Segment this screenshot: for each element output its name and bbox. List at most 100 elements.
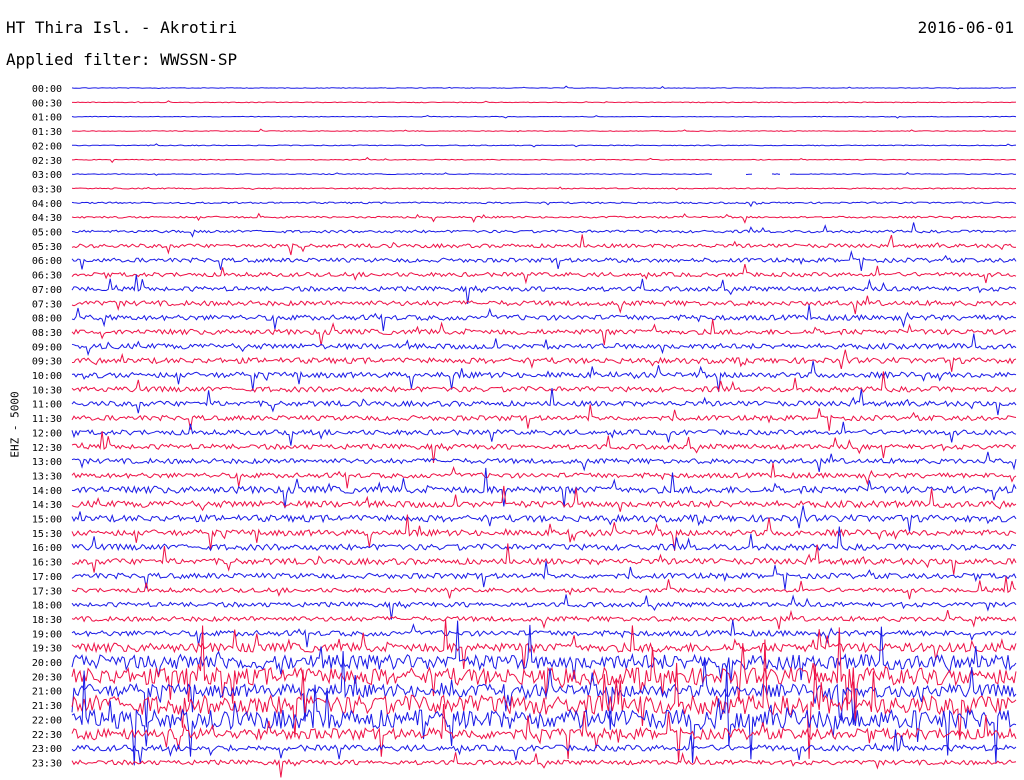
trace-line — [71, 729, 1017, 764]
trace-line — [71, 639, 1017, 759]
trace-line — [71, 609, 1017, 630]
time-tick-label: 03:30 — [32, 184, 62, 195]
time-tick-label: 12:30 — [32, 443, 62, 454]
trace-line — [71, 462, 1017, 489]
trace-line — [71, 349, 1017, 372]
trace-line — [71, 514, 1017, 551]
trace-line — [71, 451, 1017, 473]
data-gap — [780, 171, 790, 178]
trace-line — [72, 143, 1017, 148]
time-tick-label: 20:30 — [32, 672, 62, 683]
time-tick-label: 07:30 — [32, 299, 62, 310]
trace-line — [71, 234, 1017, 256]
time-tick-label: 15:30 — [32, 529, 62, 540]
trace-line — [71, 171, 1017, 176]
time-tick-label: 11:30 — [32, 414, 62, 425]
trace-line — [71, 752, 1017, 778]
filter-label: Applied filter: WWSSN-SP — [6, 50, 238, 69]
time-tick-label: 05:00 — [32, 228, 62, 239]
time-tick-label: 06:30 — [32, 271, 62, 282]
trace-line — [71, 421, 1017, 446]
time-tick-label: 16:00 — [32, 543, 62, 554]
trace-line — [71, 360, 1017, 392]
time-tick-label: 13:00 — [32, 457, 62, 468]
time-tick-label: 11:00 — [32, 400, 62, 411]
trace-line — [71, 319, 1017, 346]
trace-line — [71, 249, 1017, 271]
trace-line — [71, 404, 1017, 431]
time-tick-label: 21:00 — [32, 687, 62, 698]
time-tick-label: 02:30 — [32, 156, 62, 167]
trace-line — [71, 505, 1017, 532]
trace-line — [71, 543, 1017, 575]
time-tick-label: 01:00 — [32, 113, 62, 124]
time-tick-label: 09:30 — [32, 357, 62, 368]
time-tick-label: 20:00 — [32, 658, 62, 669]
time-tick-label: 06:00 — [32, 256, 62, 267]
trace-line — [72, 128, 1017, 133]
trace-line — [71, 619, 1017, 648]
time-tick-label: 03:00 — [32, 170, 62, 181]
trace-line — [71, 387, 1017, 416]
time-tick-label: 00:00 — [32, 84, 62, 95]
trace-line — [71, 371, 1017, 393]
time-tick-label: 23:30 — [32, 758, 62, 769]
trace-line — [71, 431, 1017, 464]
data-gap — [752, 171, 772, 178]
trace-line — [72, 156, 1017, 164]
trace-line — [71, 333, 1017, 357]
trace-line — [71, 561, 1017, 590]
trace-line — [71, 467, 1017, 509]
time-tick-label: 14:00 — [32, 486, 62, 497]
trace-line — [71, 594, 1017, 620]
time-tick-label: 16:30 — [32, 558, 62, 569]
time-tick-label: 04:00 — [32, 199, 62, 210]
trace-line — [71, 485, 1017, 512]
trace-line — [71, 186, 1017, 191]
time-tick-label: 17:30 — [32, 586, 62, 597]
time-tick-label: 14:30 — [32, 500, 62, 511]
trace-line — [71, 201, 1017, 208]
time-tick-label: 12:00 — [32, 428, 62, 439]
station-title: HT Thira Isl. - Akrotiri — [6, 18, 238, 37]
trace-line — [71, 665, 1017, 766]
time-tick-label: 08:30 — [32, 328, 62, 339]
time-tick-label: 10:00 — [32, 371, 62, 382]
trace-line — [71, 114, 1017, 119]
trace-line — [71, 625, 1017, 722]
trace-line — [72, 100, 1017, 104]
time-tick-label: 18:00 — [32, 601, 62, 612]
trace-line — [71, 85, 1016, 90]
trace-line — [71, 651, 1017, 730]
time-tick-label: 01:30 — [32, 127, 62, 138]
trace-line — [71, 703, 1017, 762]
trace-line — [71, 619, 1017, 671]
time-tick-label: 22:30 — [32, 730, 62, 741]
time-tick-label: 13:30 — [32, 471, 62, 482]
time-tick-label: 19:30 — [32, 644, 62, 655]
trace-line — [71, 526, 1017, 552]
time-tick-label: 22:00 — [32, 715, 62, 726]
trace-line — [71, 295, 1017, 315]
time-tick-label: 23:00 — [32, 744, 62, 755]
time-tick-label: 09:00 — [32, 342, 62, 353]
time-tick-label: 04:30 — [32, 213, 62, 224]
time-tick-label: 02:00 — [32, 141, 62, 152]
trace-line — [71, 212, 1017, 224]
trace-line — [71, 222, 1017, 238]
time-tick-label: 07:00 — [32, 285, 62, 296]
time-tick-label: 08:00 — [32, 314, 62, 325]
time-tick-label: 10:30 — [32, 385, 62, 396]
data-gap — [712, 171, 746, 178]
time-tick-label: 15:00 — [32, 515, 62, 526]
date-label: 2016-06-01 — [917, 18, 1014, 37]
trace-line — [71, 274, 1017, 304]
trace-line — [71, 620, 1017, 684]
trace-line — [71, 576, 1017, 600]
time-tick-label: 21:30 — [32, 701, 62, 712]
time-tick-label: 05:30 — [32, 242, 62, 253]
trace-line — [71, 263, 1017, 285]
time-tick-label: 00:30 — [32, 98, 62, 109]
time-tick-label: 19:00 — [32, 629, 62, 640]
